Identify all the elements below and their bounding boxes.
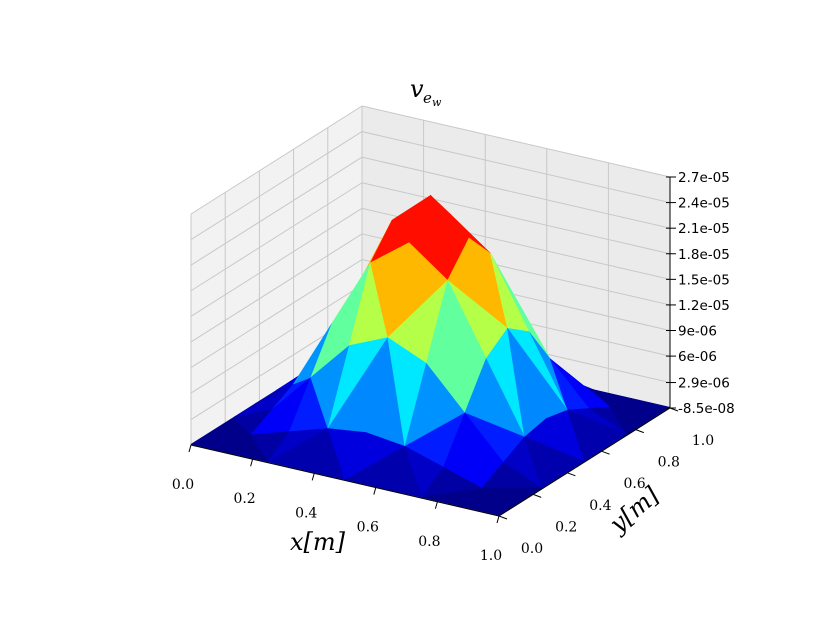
grid-line-back-z (361, 105, 671, 178)
y-tick-mark (635, 429, 644, 434)
x-tick-label: 0.6 (357, 520, 379, 536)
x-tick-label: 0.0 (172, 477, 194, 493)
grid-line-left-z (190, 259, 363, 368)
grid-line-left-z (190, 233, 363, 343)
y-tick-label: 1.0 (692, 433, 714, 449)
x-tick-mark (373, 487, 377, 495)
y-tick-label: 0.6 (623, 476, 645, 492)
grid-line-left-z (190, 182, 363, 292)
y-tick-mark (498, 515, 508, 520)
grid-line-left-z (190, 284, 363, 394)
grid-line-left-z (190, 207, 363, 317)
surface-facet (481, 487, 521, 516)
title-main: v (410, 75, 424, 103)
y-tick-label: 0.0 (521, 541, 543, 557)
tick-labels: 0.0 0.2 0.4 0.6 0.8 1.0 0.0 0.2 0.4 0.6 0.8 1.0 -8.5… (172, 170, 735, 564)
y-tick-label: 0.4 (589, 498, 611, 514)
z-tick-label: 2.4e-05 (678, 196, 730, 212)
axis-lines (188, 176, 679, 524)
z-tick-label: 2.1e-05 (678, 221, 730, 237)
x-axis-label: x[m] (290, 528, 346, 556)
grid-line-left-z (190, 156, 363, 266)
z-tick-label: 2.7e-05 (678, 170, 730, 186)
z-tick-label: 1.5e-05 (678, 272, 730, 288)
x-tick-label: 0.8 (418, 534, 440, 550)
x-tick-mark (250, 459, 254, 467)
x-axis-line (190, 444, 500, 517)
y-tick-mark (533, 493, 542, 498)
y-axis-line (498, 407, 671, 517)
x-tick-mark (496, 515, 500, 524)
x-tick-mark (311, 473, 315, 481)
y-tick-label: 0.8 (658, 455, 680, 471)
surface-facet (609, 406, 649, 435)
title-sub: e (423, 89, 432, 107)
surface-facet (567, 409, 607, 462)
surface-mesh (190, 195, 671, 516)
x-tick-label: 0.4 (295, 505, 317, 521)
y-tick-mark (601, 450, 610, 455)
title-subsub: w (432, 96, 442, 109)
grid-line-back-z (361, 182, 671, 255)
y-tick-label: 0.2 (555, 519, 577, 535)
surface-facet (524, 436, 564, 489)
grid-line-left-z (190, 131, 363, 241)
x-tick-mark (434, 501, 438, 509)
z-tick-label: 1.8e-05 (678, 247, 730, 263)
x-tick-label: 0.2 (233, 491, 255, 507)
grid-line-back-z (361, 131, 671, 204)
y-tick-mark (567, 472, 576, 477)
x-tick-label: 1.0 (480, 548, 502, 564)
z-tick-label: -8.5e-08 (678, 401, 735, 417)
grid-line-back-z (361, 156, 671, 229)
z-tick-label: 6e-06 (678, 349, 717, 365)
z-tick-label: 1.2e-05 (678, 298, 730, 314)
chart-title: v e w (410, 75, 442, 109)
z-tick-label: 2.9e-06 (678, 376, 730, 392)
z-tick-label: 9e-06 (678, 324, 717, 340)
x-tick-mark (188, 444, 192, 453)
grid-line-left-z (190, 105, 363, 215)
